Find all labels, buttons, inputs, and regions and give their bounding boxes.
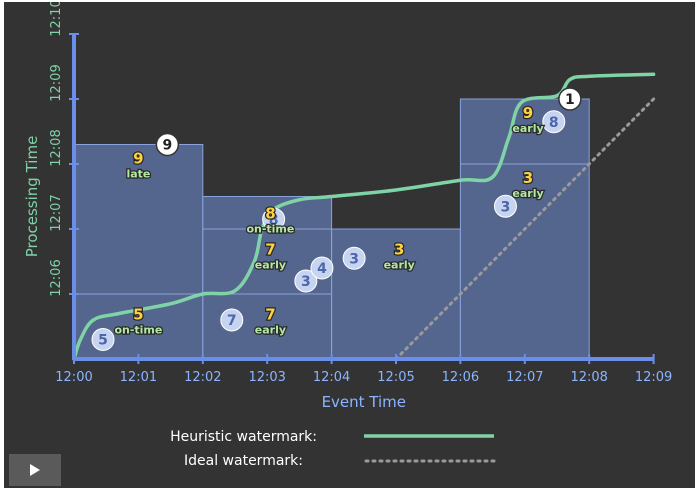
x-tick-label: 12:01 <box>120 370 157 385</box>
y-tick-label: 12:07 <box>49 194 64 231</box>
watermark-diagram: 12:00 12:01 12:02 12:03 12:04 12:05 12:06 12:07… <box>23 0 672 469</box>
pane-timing: early <box>384 258 415 271</box>
pane-timing: late <box>126 167 150 180</box>
y-axis-title: Processing Time <box>23 136 41 258</box>
pane-count: 5 <box>133 305 143 323</box>
x-tick-label: 12:02 <box>184 370 221 385</box>
heuristic-watermark-line <box>72 72 656 361</box>
data-point <box>155 132 180 157</box>
y-tick-label: 12:06 <box>49 259 64 296</box>
data-point <box>342 246 366 270</box>
x-tick-label: 12:00 <box>55 370 92 385</box>
data-point <box>220 308 244 332</box>
data-point-label: 8 <box>269 212 279 228</box>
data-point-label: 4 <box>317 261 327 277</box>
pane-count: 9 <box>133 149 143 167</box>
pane-timing: on-time <box>114 323 162 336</box>
pane-count: 7 <box>265 305 275 323</box>
pane-timing: early <box>255 258 286 271</box>
pane-timing: early <box>512 122 543 135</box>
x-tick-label: 12:03 <box>248 370 285 385</box>
pane-count: 7 <box>265 240 275 258</box>
y-tick-label: 12:09 <box>49 64 64 101</box>
play-icon <box>30 464 40 476</box>
legend-heuristic-label: Heuristic watermark: <box>170 429 317 445</box>
pane-timing: early <box>512 187 543 200</box>
data-point <box>310 256 334 280</box>
data-point <box>91 328 115 351</box>
pane-count: 3 <box>523 169 533 187</box>
ideal-watermark-line <box>394 97 656 361</box>
play-button[interactable] <box>9 454 61 486</box>
data-point-label: 3 <box>301 274 311 290</box>
data-point-label: 7 <box>227 313 237 329</box>
data-point-label: 3 <box>501 199 511 215</box>
pane-timing: on-time <box>246 223 294 236</box>
data-point <box>294 269 318 293</box>
y-tick-label: 12:10 <box>49 2 64 37</box>
legend-ideal-label: Ideal watermark: <box>184 453 303 469</box>
x-tick-label: 12:04 <box>313 370 350 385</box>
x-tick-label: 12:09 <box>635 370 672 385</box>
pane-count: 9 <box>523 104 533 122</box>
x-axis-title: Event Time <box>322 393 406 411</box>
data-point-label: 5 <box>98 333 108 349</box>
video-frame: 12:00 12:01 12:02 12:03 12:04 12:05 12:06 12:07… <box>4 0 695 488</box>
pane-count: 3 <box>394 240 404 258</box>
pane-count: 8 <box>265 205 275 223</box>
x-tick-label: 12:08 <box>570 370 607 385</box>
data-point <box>493 194 517 218</box>
window-0 <box>73 144 204 360</box>
x-tick-label: 12:06 <box>442 370 479 385</box>
data-point-label: 8 <box>549 115 559 131</box>
data-point <box>542 110 566 134</box>
data-point <box>558 87 582 111</box>
pane-timing: early <box>255 323 286 336</box>
x-tick-label: 12:05 <box>377 370 414 385</box>
x-tick-label: 12:07 <box>506 370 543 385</box>
data-point-label: 9 <box>163 138 173 154</box>
data-point-label: 1 <box>565 92 575 108</box>
y-tick-label: 12:08 <box>49 129 64 166</box>
data-point <box>262 207 286 231</box>
data-point-label: 3 <box>349 251 359 267</box>
